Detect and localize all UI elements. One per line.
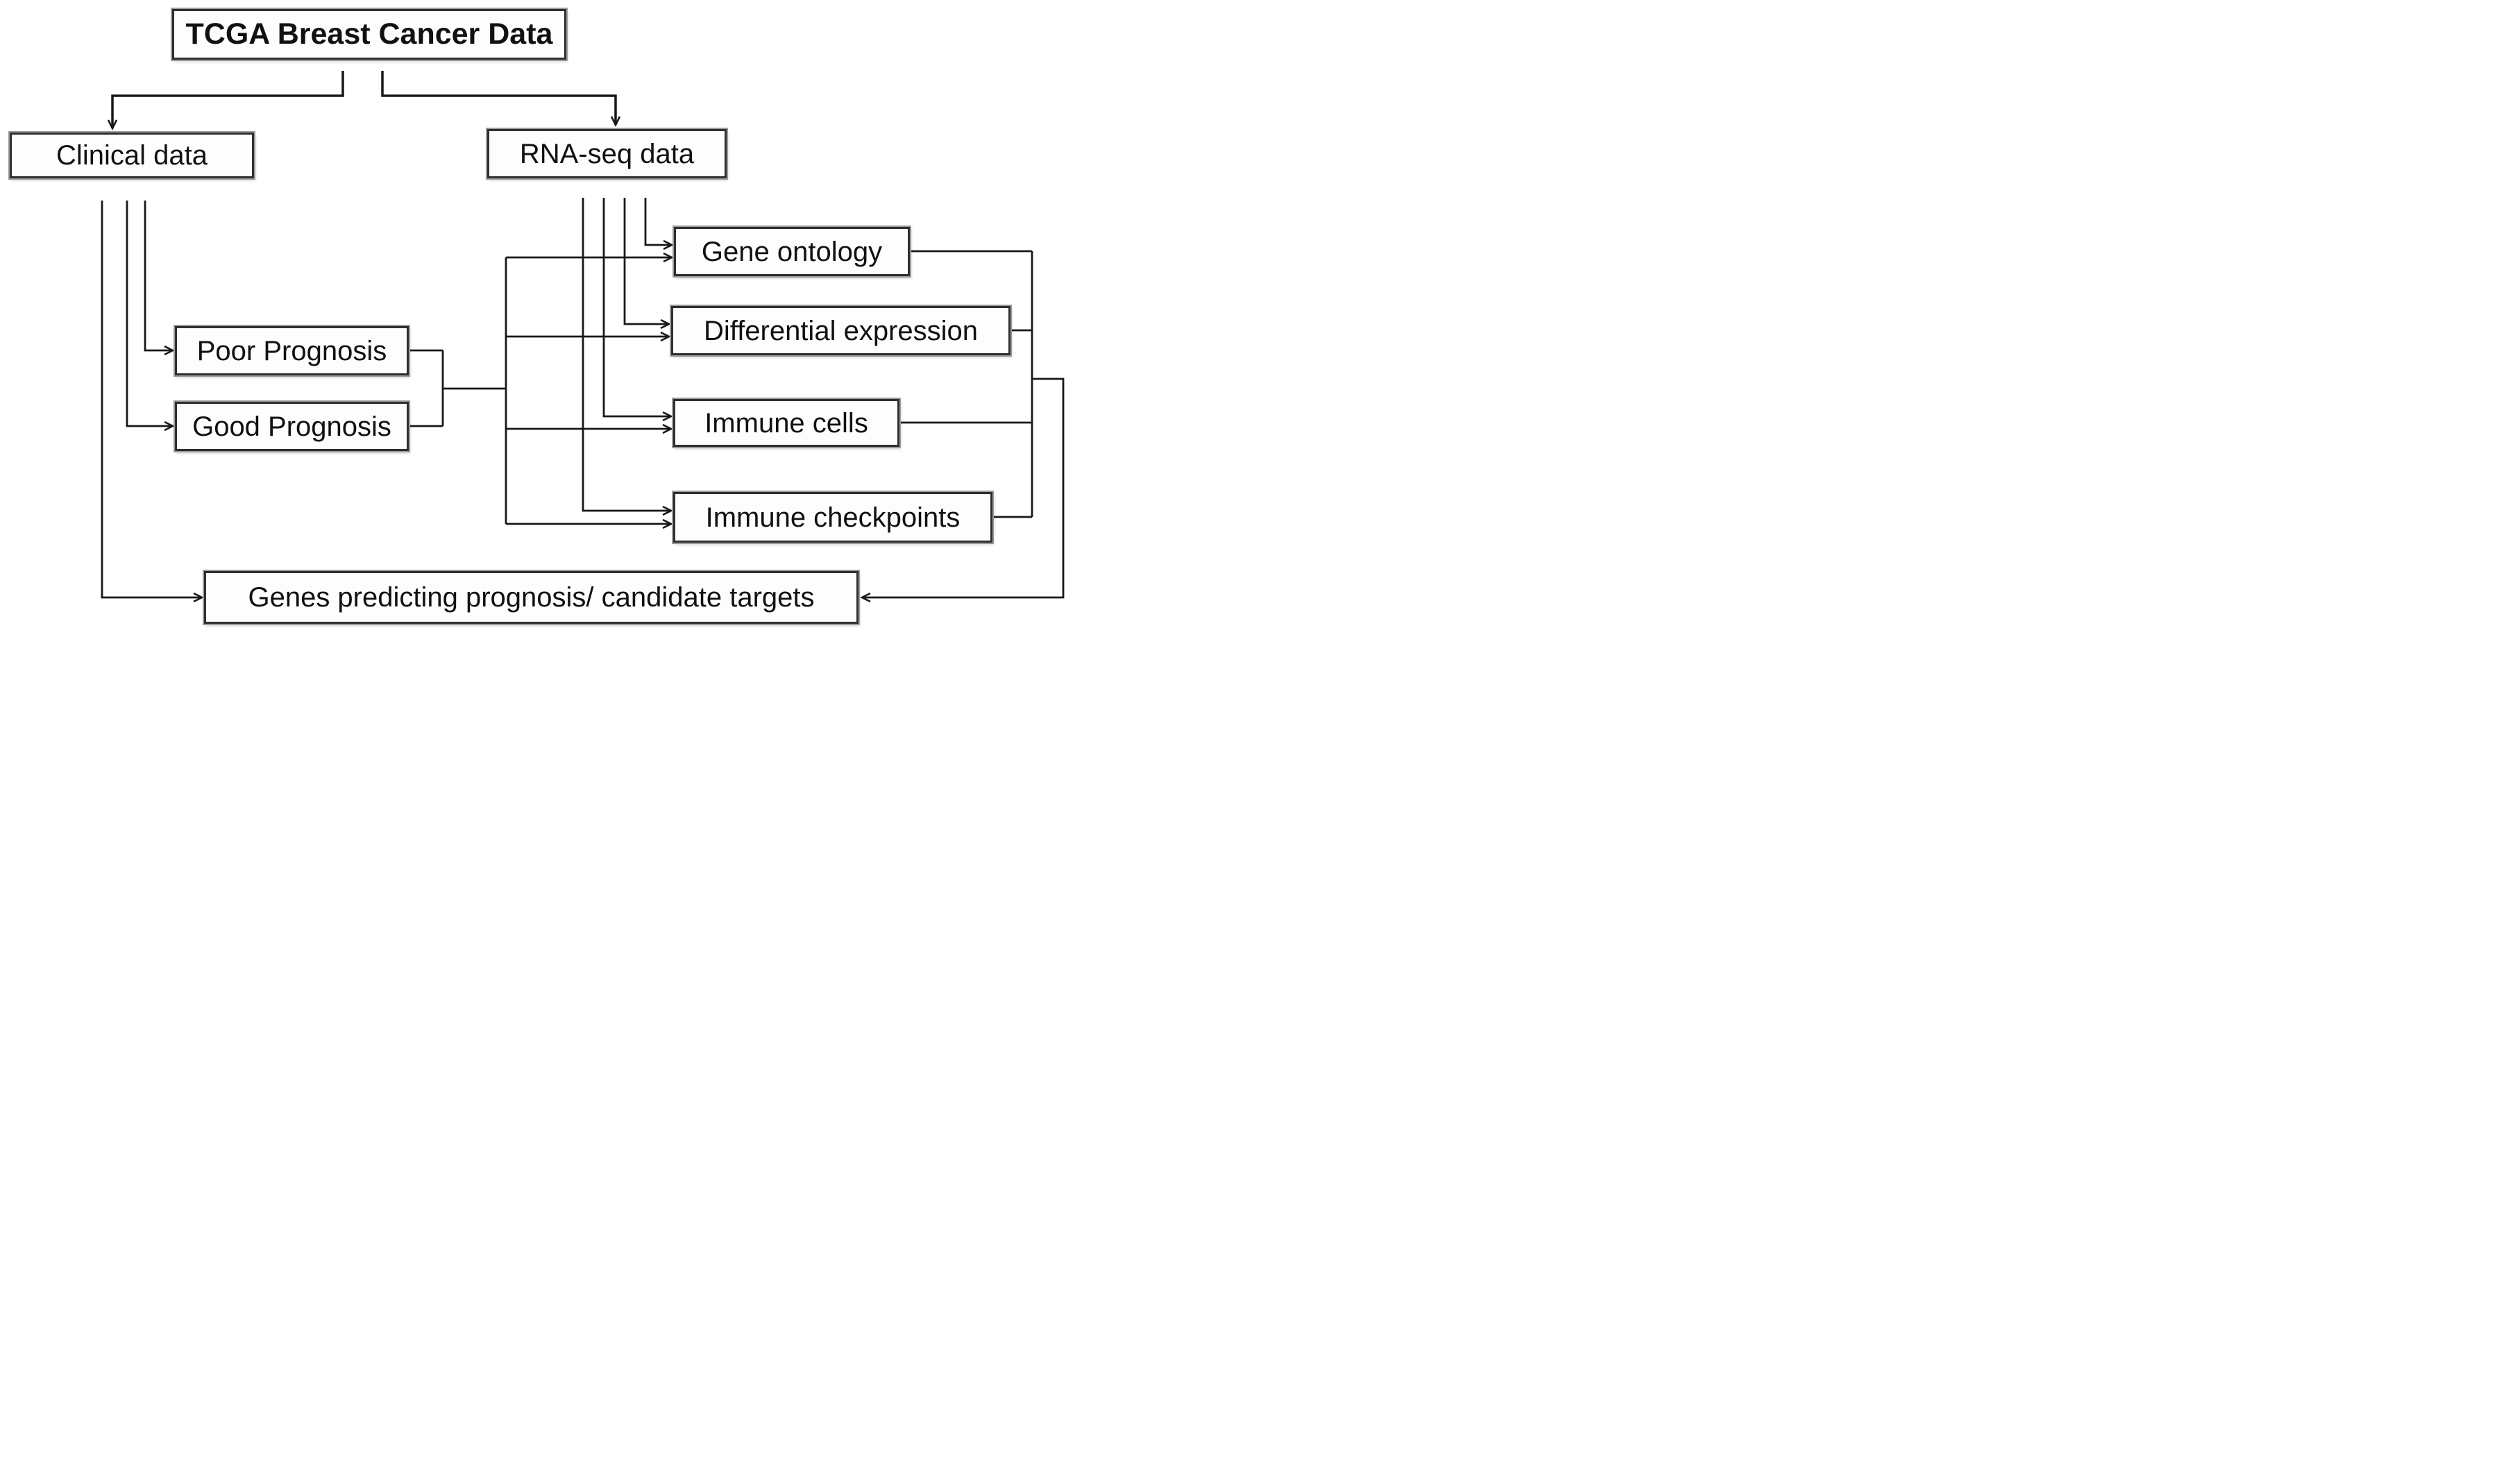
flow-connectors [101, 71, 1065, 603]
node-gene-ontology: Gene ontology [674, 227, 910, 276]
edge-clinical-outcome [101, 201, 204, 603]
edge-clinical-good [126, 201, 175, 432]
node-immune-cells: Immune cells [673, 399, 899, 447]
edge-clinical-poor [144, 201, 175, 356]
edge-rail-outcome [860, 377, 1065, 603]
node-immune-checkpoints: Immune checkpoints [673, 492, 992, 543]
node-good-prognosis: Good Prognosis [175, 402, 409, 451]
node-differential-expression: Differential expression [671, 306, 1010, 355]
edge-rnaseq-immune-checkpoints [582, 198, 673, 516]
node-poor-prognosis: Poor Prognosis [175, 326, 409, 375]
edge-rnaseq-immune-cells [602, 198, 673, 422]
edge-tcga-rnaseq [381, 71, 621, 127]
edge-rnaseq-gene-ontology [644, 198, 674, 250]
flowchart-figure: TCGA Breast Cancer Data Clinical data RN… [0, 0, 1072, 629]
node-rnaseq-data: RNA-seq data [487, 129, 727, 178]
edge-tcga-clinical [107, 71, 344, 130]
edge-prognosis-bracket [409, 349, 506, 427]
node-tcga-breast-cancer-data: TCGA Breast Cancer Data [172, 9, 566, 60]
edge-rnaseq-diff-expr [623, 198, 671, 330]
node-clinical-data: Clinical data [10, 133, 254, 178]
node-outcome-genes: Genes predicting prognosis/ candidate ta… [204, 571, 859, 624]
